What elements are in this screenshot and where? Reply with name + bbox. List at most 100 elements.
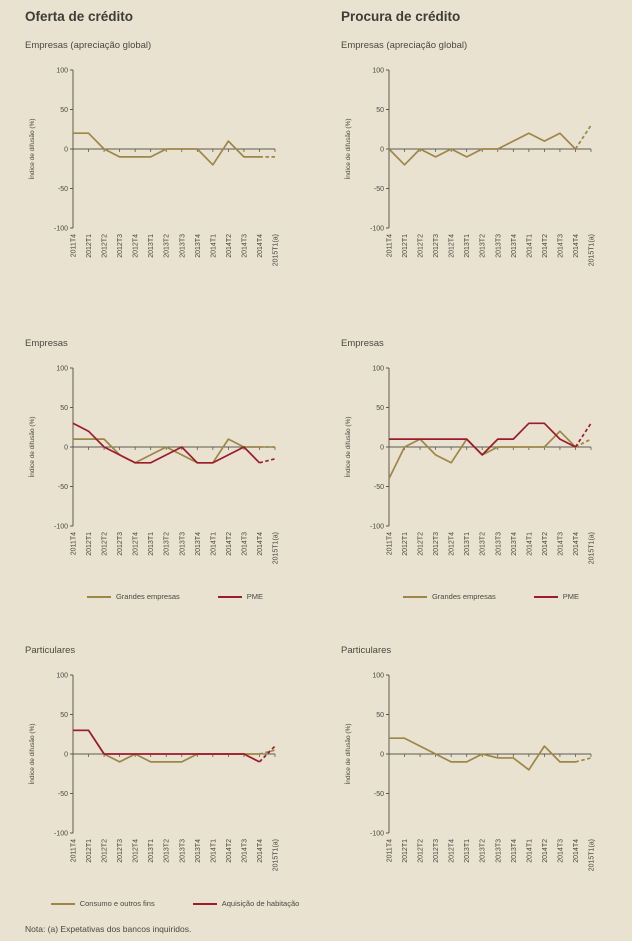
x-tick-label: 2015T1(a) xyxy=(589,532,596,564)
legend-swatch-red xyxy=(192,902,217,905)
y-tick-label: 0 xyxy=(380,444,384,451)
y-tick-label: -100 xyxy=(54,523,68,530)
legend-label: PME xyxy=(246,592,264,601)
x-tick-label: 2015T1(a) xyxy=(273,839,280,871)
y-tick-label: 0 xyxy=(64,146,68,153)
x-tick-label: 2012T1 xyxy=(86,532,93,556)
legend: Consumo e outros fins Aquisição de habit… xyxy=(25,899,325,908)
x-tick-label: 2013T1 xyxy=(148,532,155,556)
y-tick-label: -50 xyxy=(58,484,68,491)
x-tick-label: 2012T2 xyxy=(418,839,425,863)
legend-swatch-tan xyxy=(402,595,427,598)
x-tick-label: 2012T1 xyxy=(402,234,409,258)
x-tick-label: 2013T2 xyxy=(480,234,487,258)
x-tick-label: 2014T2 xyxy=(542,839,549,863)
x-tick-label: 2015T1(a) xyxy=(273,234,280,266)
x-tick-label: 2014T2 xyxy=(226,532,233,556)
legend: Grandes empresas PME xyxy=(25,592,325,601)
x-tick-label: 2014T3 xyxy=(241,839,248,863)
column-headers: Oferta de crédito Procura de crédito xyxy=(0,9,632,24)
column-title-oferta: Oferta de crédito xyxy=(25,9,134,24)
x-tick-label: 2014T2 xyxy=(226,234,233,258)
legend-item-pme: PME xyxy=(217,592,264,601)
y-tick-label: 50 xyxy=(60,712,68,719)
chart-cell-procura-empresas: Empresas 100 50 0 -50 -100 2011T4 2012T1 2012T2… xyxy=(316,338,632,601)
x-tick-label: 2012T4 xyxy=(133,234,140,258)
y-tick-label: 100 xyxy=(56,67,68,74)
x-tick-label: 2014T1 xyxy=(210,532,217,556)
chart-subtitle: Particulares xyxy=(25,645,76,656)
x-tick-label: 2013T4 xyxy=(195,234,202,258)
chart-subtitle: Empresas (apreciação global) xyxy=(341,40,468,51)
chart-cell-oferta-empresas: Empresas 100 50 0 -50 -100 2011T4 2012T1 2012T2… xyxy=(0,338,316,601)
x-tick-label: 2014T3 xyxy=(557,839,564,863)
y-tick-label: 100 xyxy=(56,365,68,372)
x-tick-label: 2014T4 xyxy=(257,234,264,258)
legend-item-habitacao: Aquisição de habitação xyxy=(192,899,299,908)
x-tick-label: 2014T1 xyxy=(210,234,217,258)
x-tick-label: 2014T1 xyxy=(526,532,533,556)
x-tick-label: 2013T2 xyxy=(164,532,171,556)
x-tick-label: 2012T3 xyxy=(117,234,124,258)
x-tick-label: 2014T3 xyxy=(241,234,248,258)
y-tick-label: -50 xyxy=(58,791,68,798)
x-tick-label: 2012T4 xyxy=(133,839,140,863)
x-tick-label: 2013T2 xyxy=(480,532,487,556)
y-axis-title: Índice de difusão (%) xyxy=(343,723,352,784)
x-tick-label: 2012T4 xyxy=(449,839,456,863)
y-tick-label: -50 xyxy=(374,186,384,193)
x-tick-label: 2012T2 xyxy=(102,839,109,863)
x-tick-label: 2011T4 xyxy=(387,532,394,555)
x-tick-label: 2014T1 xyxy=(526,234,533,258)
x-tick-label: 2012T4 xyxy=(449,532,456,556)
x-tick-label: 2014T4 xyxy=(573,532,580,556)
x-tick-label: 2013T4 xyxy=(195,839,202,863)
x-tick-label: 2014T2 xyxy=(542,532,549,556)
x-tick-label: 2012T2 xyxy=(102,234,109,258)
footnote: Nota: (a) Expetativas dos bancos inquiri… xyxy=(25,924,192,934)
x-tick-label: 2013T3 xyxy=(495,532,502,556)
x-tick-label: 2012T4 xyxy=(133,532,140,556)
x-tick-label: 2013T1 xyxy=(148,839,155,863)
chart-cell-procura-empresas-global: Empresas (apreciação global) 100 50 0 -50 -1… xyxy=(316,40,632,292)
x-tick-label: 2012T1 xyxy=(402,839,409,863)
x-tick-label: 2013T2 xyxy=(164,839,171,863)
legend-label: Consumo e outros fins xyxy=(79,899,155,908)
y-axis-title: Índice de difusão (%) xyxy=(27,723,36,784)
series-line-0 xyxy=(389,737,576,771)
series-line-0 xyxy=(388,132,577,166)
y-tick-label: -100 xyxy=(54,830,68,837)
x-tick-label: 2013T3 xyxy=(495,234,502,258)
legend-item-grandes-empresas: Grandes empresas xyxy=(402,592,496,601)
legend-item-pme: PME xyxy=(533,592,580,601)
y-tick-label: 0 xyxy=(64,751,68,758)
series-dashed-tail-0 xyxy=(574,124,592,150)
x-tick-label: 2012T3 xyxy=(117,532,124,556)
legend-label: PME xyxy=(562,592,580,601)
legend-item-consumo: Consumo e outros fins xyxy=(50,899,155,908)
chart-subtitle: Empresas (apreciação global) xyxy=(25,40,152,51)
legend: Grandes empresas PME xyxy=(341,592,632,601)
series-dashed-tail-1 xyxy=(574,422,592,448)
x-tick-label: 2015T1(a) xyxy=(589,234,596,266)
legend-swatch-red xyxy=(533,595,558,598)
x-tick-label: 2014T3 xyxy=(557,532,564,556)
x-tick-label: 2011T4 xyxy=(71,234,78,257)
y-tick-label: 50 xyxy=(376,405,384,412)
legend-swatch-tan xyxy=(50,902,75,905)
y-tick-label: -50 xyxy=(58,186,68,193)
series-dashed-tail-0 xyxy=(259,749,276,755)
y-tick-label: -50 xyxy=(374,484,384,491)
x-tick-label: 2011T4 xyxy=(71,532,78,555)
x-tick-label: 2014T2 xyxy=(226,839,233,863)
y-tick-label: -50 xyxy=(374,791,384,798)
chart-subtitle: Empresas xyxy=(341,338,384,349)
y-tick-label: 50 xyxy=(376,107,384,114)
legend-swatch-tan xyxy=(86,595,111,598)
series-dashed-tail-1 xyxy=(258,745,276,763)
x-tick-label: 2014T4 xyxy=(573,234,580,258)
series-line-0 xyxy=(73,729,260,763)
